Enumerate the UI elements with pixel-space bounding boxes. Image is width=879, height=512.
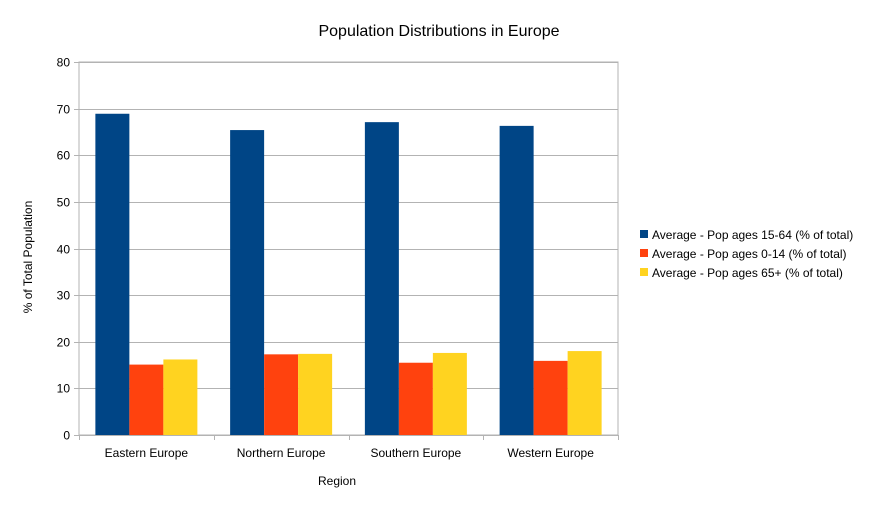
bar-1 — [95, 113, 130, 435]
bar-3 — [298, 353, 333, 435]
legend-label: Average - Pop ages 65+ (% of total) — [652, 266, 843, 280]
bar-3 — [163, 359, 198, 435]
y-tick-label: 70 — [57, 103, 71, 117]
y-axis-label: % of Total Population — [21, 201, 35, 314]
y-tick-label: 80 — [57, 56, 71, 70]
y-tick-label: 10 — [57, 382, 71, 396]
x-tick-label: Southern Europe — [371, 446, 462, 460]
bar-2 — [264, 354, 299, 435]
bar-1 — [230, 130, 265, 435]
legend-swatch — [640, 268, 648, 276]
bar-1 — [364, 122, 399, 436]
legend-swatch — [640, 230, 648, 238]
axes: 0 10 20 30 40 50 60 70 80 Eastern Europe Northern … — [57, 56, 619, 460]
bar-1 — [499, 125, 534, 435]
legend: Average - Pop ages 15-64 (% of total) Ave… — [640, 228, 853, 280]
y-tick-label: 40 — [57, 243, 71, 257]
x-tick-label: Northern Europe — [237, 446, 326, 460]
y-tick-label: 30 — [57, 289, 71, 303]
chart-title: Population Distributions in Europe — [318, 23, 559, 40]
y-tick-label: 20 — [57, 336, 71, 350]
legend-label: Average - Pop ages 0-14 (% of total) — [652, 247, 847, 261]
y-tick-label: 0 — [63, 429, 70, 443]
bars — [95, 113, 602, 436]
legend-swatch — [640, 249, 648, 257]
legend-label: Average - Pop ages 15-64 (% of total) — [652, 228, 853, 242]
bar-2 — [129, 364, 164, 435]
x-tick-label: Western Europe — [507, 446, 594, 460]
bar-3 — [567, 351, 602, 435]
bar-3 — [432, 352, 467, 435]
y-tick-label: 60 — [57, 149, 71, 163]
x-tick-label: Eastern Europe — [105, 446, 189, 460]
bar-2 — [533, 360, 568, 435]
bar-2 — [398, 362, 433, 435]
y-tick-label: 50 — [57, 196, 71, 210]
x-axis-label: Region — [318, 474, 356, 488]
